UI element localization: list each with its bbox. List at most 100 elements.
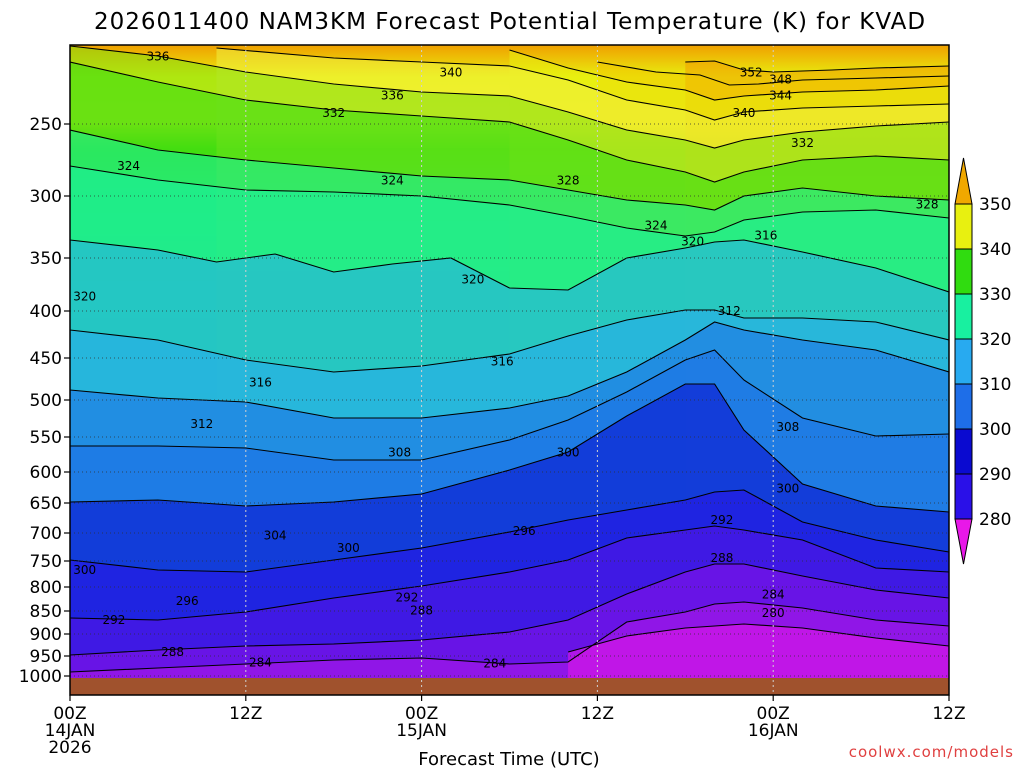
contour-label: 328 [916,197,939,211]
colorbar-bottom-arrow [954,518,973,565]
theta-band-280 [568,624,949,695]
contour-label: 316 [491,355,514,369]
contour-label: 288 [410,604,433,618]
y-tick-label: 550 [30,428,62,448]
colorbar-tick-label: 310 [979,375,1011,395]
chart-title: 2026011400 NAM3KM Forecast Potential Tem… [94,9,926,35]
contour-label: 352 [740,65,763,79]
y-tick-label: 300 [30,187,62,207]
y-tick-label: 700 [30,524,62,544]
plot-frame [69,44,950,696]
x-tick-label: 12Z [932,704,965,724]
contour-label: 292 [395,590,418,604]
isentrope-312 [70,321,949,419]
contour-label: 320 [461,272,484,286]
y-tick-label: 650 [30,494,62,514]
contour-label: 324 [117,159,140,173]
colorbar-tick-label: 320 [979,330,1011,350]
contour-label: 300 [776,481,799,495]
contour-label: 340 [439,65,462,79]
colorbar-segment [954,428,973,475]
contour-label: 292 [102,613,125,627]
x-tick-label: 14JAN [45,721,96,741]
isentrope-340 [216,47,949,121]
credit-text: coolwx.com/models [849,743,1014,761]
y-tick-label: 800 [30,578,62,598]
colorbar-tick-label: 290 [979,465,1011,485]
contour-label: 312 [718,304,741,318]
contour-label: 320 [73,289,96,303]
contour-label: 280 [762,606,785,620]
x-tick-label: 16JAN [748,721,799,741]
y-tick-label: 500 [30,391,62,411]
colorbar-segment [954,248,973,295]
contour-label: 308 [388,446,411,460]
contour-label: 288 [710,551,733,565]
contour-label: 296 [176,594,199,608]
y-tick-label: 1000 [19,667,62,687]
isentrope-344 [509,49,949,101]
contour-label: 296 [513,524,536,538]
contour-label: 332 [322,106,345,120]
isentrope-292 [70,525,949,621]
y-tick-label: 950 [30,647,62,667]
colorbar-tick-label: 350 [979,195,1011,215]
contour-label: 336 [146,50,169,64]
y-tick-label: 750 [30,552,62,572]
contour-label: 316 [754,228,777,242]
colorbar-segment [954,383,973,430]
colorbar-segment [954,203,973,250]
contour-label: 284 [483,657,506,671]
contour-label: 316 [249,376,272,390]
colorbar-tick-label: 300 [979,420,1011,440]
contour-label: 292 [710,513,733,527]
contour-label: 348 [769,73,792,87]
contour-label: 324 [381,173,404,187]
contour-label: 312 [190,417,213,431]
isentrope-280 [567,623,949,653]
contour-label: 324 [645,218,668,232]
x-tick-label: 15JAN [396,721,447,741]
x-tick-label: 00Z [405,704,438,724]
y-tick-label: 600 [30,463,62,483]
isentrope-316 [70,309,949,373]
isentrope-348 [597,61,949,86]
x-tick-label: 00Z [53,704,86,724]
contour-label: 304 [264,529,287,543]
contour-label: 300 [73,563,96,577]
contour-label: 300 [337,541,360,555]
y-tick-label: 250 [30,115,62,135]
y-tick-label: 900 [30,625,62,645]
contour-label: 284 [249,655,272,669]
contour-label: 340 [732,106,755,120]
x-axis-title: Forecast Time (UTC) [418,749,599,768]
contour-label: 328 [557,173,580,187]
colorbar-top-arrow [954,157,973,205]
y-tick-label: 350 [30,249,62,269]
contour-label: 344 [769,89,792,103]
contour-label: 284 [762,588,785,602]
x-tick-label: 12Z [229,704,262,724]
plot-area: 336 340 352 348 344 336 332 340 332 324 324 328 328 3… [70,45,949,695]
colorbar-tick-label: 330 [979,285,1011,305]
x-tick-label: 12Z [581,704,614,724]
contour-label: 320 [681,235,704,249]
colorbar-tick-label: 280 [979,510,1011,530]
x-tick-label: 00Z [757,704,790,724]
colorbar-segment [954,338,973,385]
y-tick-label: 450 [30,349,62,369]
colorbar-segment [954,473,973,520]
y-tick-label: 850 [30,602,62,622]
x-tick-label: 2026 [48,738,91,758]
colorbar-tick-label: 340 [979,240,1011,260]
contour-label: 336 [381,89,404,103]
ground-terrain [70,678,949,695]
contour-label: 332 [791,136,814,150]
contour-label: 308 [776,420,799,434]
colorbar-segment [954,293,973,340]
contour-label: 288 [161,645,184,659]
isentrope-300 [70,383,949,513]
y-tick-label: 400 [30,302,62,322]
contour-label: 300 [557,446,580,460]
